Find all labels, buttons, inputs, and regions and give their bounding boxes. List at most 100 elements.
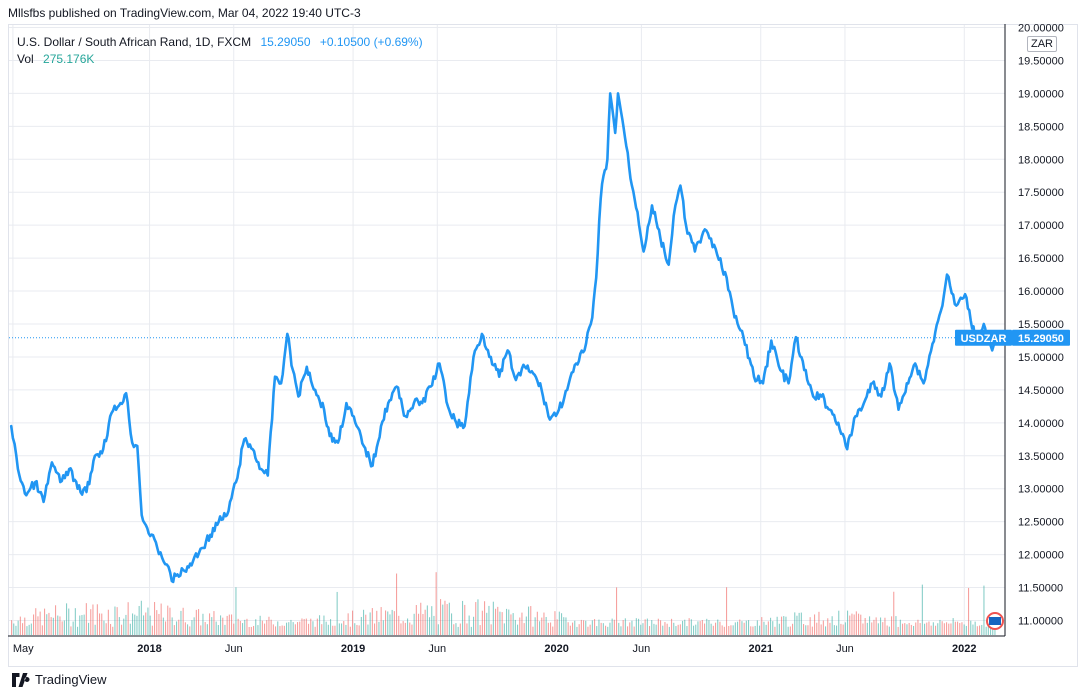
volume-bar: [479, 625, 481, 635]
volume-bar: [985, 626, 987, 635]
volume-bar: [195, 609, 197, 635]
volume-bar: [301, 618, 303, 635]
volume-bar: [134, 614, 136, 635]
volume-bar: [640, 624, 642, 635]
volume-bar: [710, 623, 712, 635]
volume-bar: [488, 605, 490, 635]
volume-bar: [842, 624, 844, 635]
volume-bar: [880, 617, 882, 635]
volume-bar: [583, 620, 585, 635]
volume-bar: [501, 612, 503, 635]
volume-bar: [409, 622, 411, 635]
volume-bar: [486, 612, 488, 635]
volume-bar: [310, 618, 312, 635]
volume-bar: [224, 624, 226, 635]
volume-bar: [261, 620, 263, 635]
volume-bar: [266, 620, 268, 635]
volume-bar: [85, 603, 87, 635]
volume-bar: [811, 626, 813, 635]
volume-bar: [118, 617, 120, 635]
volume-bar: [464, 604, 466, 635]
volume-bar: [239, 620, 241, 635]
volume-bar: [734, 622, 736, 635]
volume-bar: [666, 623, 668, 635]
volume-bar: [591, 620, 593, 635]
volume-bar: [453, 624, 455, 635]
y-tick-label: 16.00000: [1018, 286, 1064, 298]
volume-bar: [992, 625, 994, 635]
volume-bar: [246, 618, 248, 635]
volume-bar: [783, 616, 785, 635]
volume-bar: [110, 623, 112, 635]
volume-value: 275.176K: [43, 52, 95, 66]
volume-bar: [937, 623, 939, 635]
volume-bar: [303, 618, 305, 635]
volume-bar: [61, 621, 63, 635]
volume-bar: [924, 623, 926, 635]
volume-bar: [308, 623, 310, 635]
volume-bar: [528, 606, 530, 635]
volume-bar: [385, 610, 387, 635]
volume-bar: [651, 620, 653, 635]
volume-bar: [847, 610, 849, 635]
volume-bar: [442, 604, 444, 635]
volume-bar: [180, 610, 182, 635]
volume-bar: [473, 616, 475, 635]
volume-bar: [697, 621, 699, 635]
volume-bar: [895, 616, 897, 635]
volume-bar: [877, 623, 879, 635]
volume-bar: [237, 618, 239, 635]
volume-bar: [52, 617, 54, 635]
volume-bar: [242, 623, 244, 635]
volume-bar: [435, 572, 437, 635]
volume-bar: [803, 624, 805, 635]
symbol-description: U.S. Dollar / South African Rand, 1D, FX…: [17, 35, 252, 49]
volume-bar: [745, 620, 747, 635]
volume-bar: [904, 623, 906, 635]
last-price-value: 15.29050: [260, 35, 311, 49]
volume-bar: [930, 625, 932, 635]
volume-bar: [325, 621, 327, 635]
volume-bar: [563, 617, 565, 635]
volume-bar: [972, 624, 974, 635]
volume-bar: [431, 606, 433, 635]
volume-bar: [116, 607, 118, 635]
volume-bar: [363, 609, 365, 635]
volume-bar: [244, 619, 246, 635]
volume-bar: [668, 626, 670, 635]
volume-bar: [743, 622, 745, 635]
volume-bar: [987, 621, 989, 635]
symbol-badge: [955, 329, 1012, 346]
axis-currency-button[interactable]: ZAR: [1027, 36, 1057, 52]
y-tick-label: 17.00000: [1018, 220, 1064, 232]
volume-bar: [959, 623, 961, 635]
volume-bar: [926, 622, 928, 635]
volume-bar: [600, 622, 602, 635]
volume-bar: [484, 601, 486, 635]
volume-bar: [739, 619, 741, 635]
volume-bar: [554, 611, 556, 635]
volume-bar: [59, 616, 61, 635]
volume-bar: [781, 616, 783, 635]
volume-bar: [156, 610, 158, 635]
volume-bar: [222, 617, 224, 635]
volume-bar: [721, 625, 723, 635]
volume-bar: [316, 618, 318, 635]
volume-bar: [741, 621, 743, 635]
volume-bar: [81, 615, 83, 635]
volume-label: Vol: [17, 52, 34, 66]
volume-bar: [789, 626, 791, 635]
volume-bar: [946, 622, 948, 635]
volume-bar: [268, 616, 270, 635]
volume-bar: [283, 625, 285, 635]
volume-bar: [585, 620, 587, 635]
volume-bar: [849, 615, 851, 635]
volume-bar: [664, 622, 666, 635]
volume-bar: [459, 623, 461, 635]
volume-bar: [893, 591, 895, 635]
volume-bar: [145, 612, 147, 635]
volume-bar: [358, 625, 360, 635]
volume-bar: [429, 617, 431, 635]
volume-bar: [41, 625, 43, 635]
